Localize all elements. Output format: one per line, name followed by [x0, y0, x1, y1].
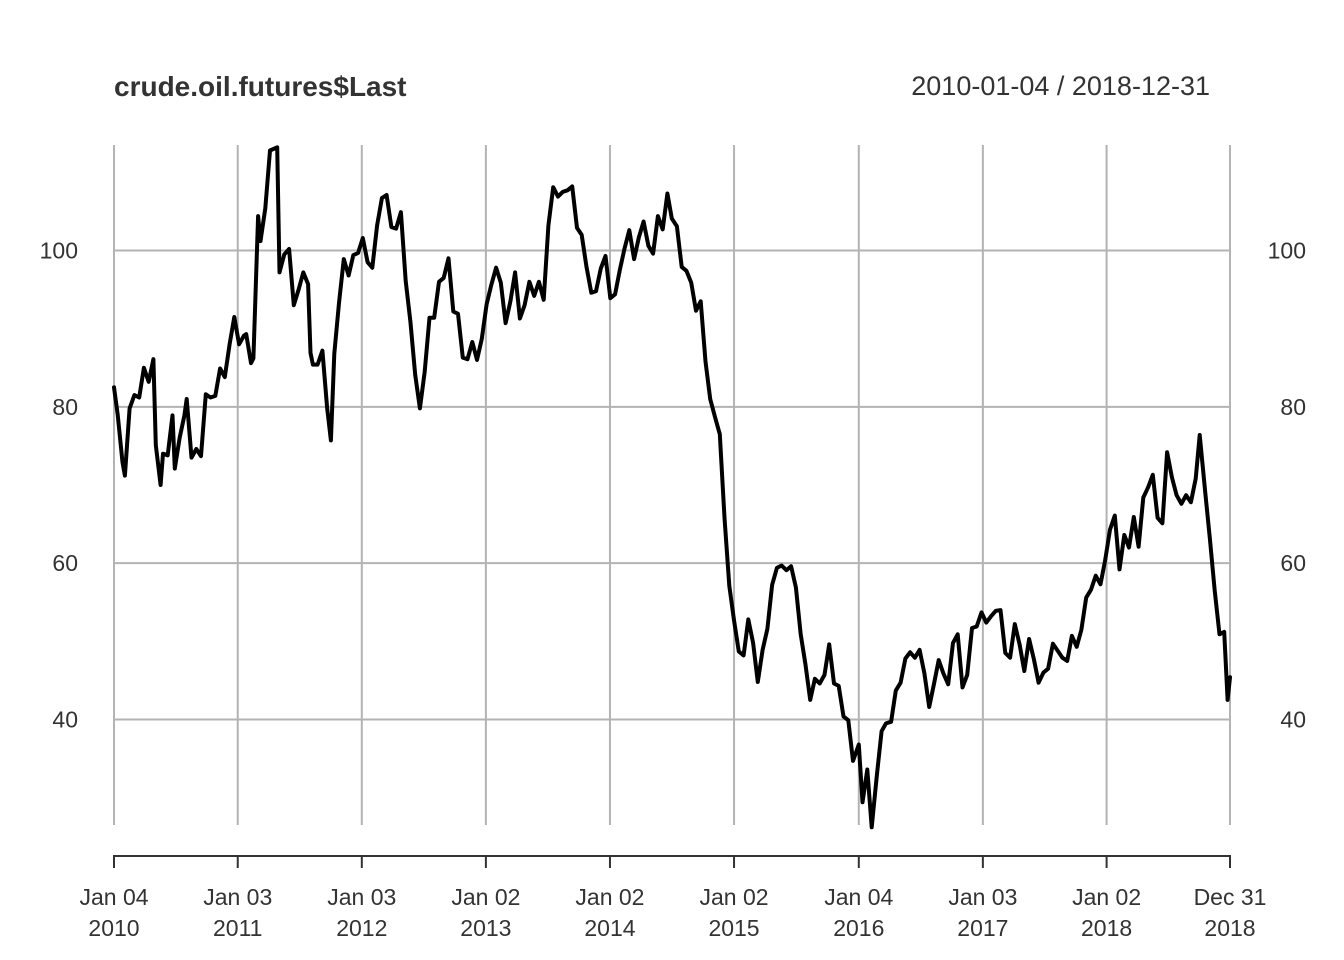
x-tick-year-label: 2014 [584, 915, 635, 941]
x-tick-label: Jan 04 [824, 884, 893, 910]
date-range-label: 2010-01-04 / 2018-12-31 [911, 71, 1210, 101]
x-tick-label: Jan 02 [1072, 884, 1141, 910]
x-axis [113, 855, 1231, 868]
x-tick-label: Jan 02 [700, 884, 769, 910]
x-tick-year-label: 2013 [460, 915, 511, 941]
y-tick-label-left: 80 [52, 394, 78, 420]
x-tick-label: Jan 03 [948, 884, 1017, 910]
y-tick-label-left: 60 [52, 550, 78, 576]
y-tick-label-right: 40 [1280, 706, 1306, 732]
x-tick-year-label: 2012 [336, 915, 387, 941]
x-tick-year-label: 2018 [1081, 915, 1132, 941]
x-tick-year-label: 2016 [833, 915, 884, 941]
series-layer [112, 145, 1232, 830]
y-tick-label-right: 80 [1280, 394, 1306, 420]
y-tick-label-left: 40 [52, 706, 78, 732]
x-tick-year-label: 2015 [708, 915, 759, 941]
x-tick-year-label: 2017 [957, 915, 1008, 941]
x-tick-label: Jan 02 [451, 884, 520, 910]
grid [113, 145, 1231, 825]
y-tick-label-right: 60 [1280, 550, 1306, 576]
x-tick-label: Jan 04 [79, 884, 148, 910]
x-tick-year-label: 2018 [1204, 915, 1255, 941]
x-tick-label: Jan 03 [203, 884, 272, 910]
y-tick-label-left: 100 [40, 238, 78, 264]
x-tick-label: Jan 03 [327, 884, 396, 910]
x-tick-year-label: 2011 [213, 915, 262, 941]
series-line [112, 145, 1232, 830]
x-tick-year-label: 2010 [88, 915, 139, 941]
tick-labels: Jan 04 2010 Jan 03 2011 Jan 03 2012 Jan 02 2013… [40, 238, 1306, 941]
chart-title: crude.oil.futures$Last [114, 71, 407, 102]
x-tick-label: Dec 31 [1194, 884, 1267, 910]
y-tick-label-right: 100 [1268, 238, 1306, 264]
x-tick-label: Jan 02 [575, 884, 644, 910]
